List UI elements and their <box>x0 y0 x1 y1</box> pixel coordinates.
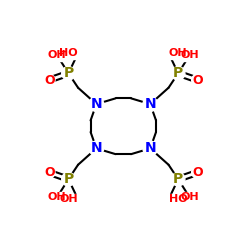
Circle shape <box>44 74 55 86</box>
Bar <box>159 194 178 205</box>
Text: N: N <box>144 97 156 111</box>
Bar <box>47 192 66 203</box>
Text: O: O <box>44 74 54 86</box>
Bar <box>180 192 199 203</box>
Circle shape <box>44 167 55 178</box>
Circle shape <box>89 141 104 156</box>
Bar <box>68 47 88 59</box>
Circle shape <box>143 141 158 156</box>
Text: OH: OH <box>48 192 66 202</box>
Bar <box>68 194 88 205</box>
Text: OH: OH <box>168 48 187 58</box>
Text: OH: OH <box>180 192 199 202</box>
Circle shape <box>62 172 75 186</box>
Text: O: O <box>44 166 54 179</box>
Text: N: N <box>90 97 102 111</box>
Text: OH: OH <box>48 50 66 60</box>
Text: OH: OH <box>60 194 78 204</box>
Text: P: P <box>63 66 74 80</box>
Text: O: O <box>192 166 203 179</box>
Text: N: N <box>90 142 102 156</box>
Text: P: P <box>173 66 183 80</box>
Circle shape <box>143 97 158 112</box>
Circle shape <box>172 66 185 80</box>
Circle shape <box>192 167 203 178</box>
Text: OH: OH <box>180 50 199 60</box>
Text: P: P <box>63 172 74 186</box>
Circle shape <box>192 74 203 86</box>
Text: N: N <box>144 142 156 156</box>
Text: P: P <box>173 172 183 186</box>
Bar <box>159 47 178 59</box>
Circle shape <box>89 97 104 112</box>
Circle shape <box>62 66 75 80</box>
Text: HO: HO <box>60 48 78 58</box>
Text: O: O <box>192 74 203 86</box>
Circle shape <box>172 172 185 186</box>
Text: HO: HO <box>168 194 187 204</box>
Bar <box>180 49 199 61</box>
Bar <box>47 49 66 61</box>
